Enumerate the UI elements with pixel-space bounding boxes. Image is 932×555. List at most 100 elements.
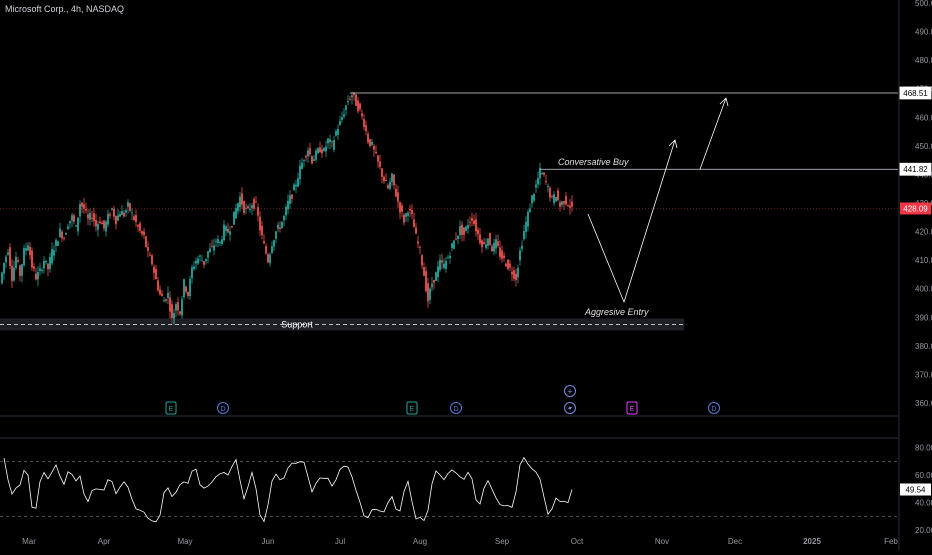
candle <box>265 246 267 254</box>
candle <box>399 202 401 213</box>
candle <box>215 240 217 242</box>
candle <box>211 246 213 247</box>
candle <box>521 245 523 250</box>
candle <box>453 240 455 249</box>
candle <box>411 209 413 214</box>
candle <box>197 258 199 264</box>
candle <box>151 255 153 265</box>
candle <box>139 223 141 231</box>
candle <box>471 218 473 221</box>
candle <box>351 95 353 98</box>
earnings-icon: E <box>406 401 418 415</box>
price-label-current-box <box>900 202 931 215</box>
price-tick-label: 500.00 <box>915 0 932 8</box>
candle <box>473 220 475 224</box>
time-tick-label: Nov <box>655 537 669 546</box>
earnings-icon: E <box>626 401 638 415</box>
candle <box>227 228 229 233</box>
candle <box>125 210 127 213</box>
candle <box>353 92 355 96</box>
candle <box>447 257 449 259</box>
candle <box>269 254 271 264</box>
candle <box>537 178 539 185</box>
event-label: E <box>169 406 174 413</box>
price-tick-label: 410.00 <box>915 256 932 265</box>
candle <box>73 215 75 222</box>
candle <box>499 247 501 257</box>
candle <box>185 286 187 292</box>
support-label: Support <box>281 319 313 329</box>
candle <box>503 255 505 258</box>
price-tick-label: 450.00 <box>915 142 932 151</box>
candle <box>519 250 521 261</box>
candle <box>225 226 227 231</box>
time-tick-label: Jun <box>262 537 275 546</box>
candle <box>169 297 171 312</box>
price-tick-label: 370.00 <box>915 370 932 379</box>
candle <box>555 197 557 202</box>
candle <box>69 220 71 224</box>
candle <box>557 190 559 200</box>
candle <box>483 242 485 245</box>
candle <box>373 146 375 150</box>
candle <box>159 289 161 295</box>
candle <box>167 292 169 298</box>
candle <box>147 246 149 251</box>
candle <box>9 247 11 266</box>
candle <box>217 239 219 243</box>
event-box <box>406 401 418 415</box>
candle <box>459 226 461 235</box>
candle <box>205 258 207 262</box>
candle <box>357 100 359 112</box>
candle <box>363 119 365 127</box>
candle <box>375 151 377 154</box>
candle <box>329 139 331 143</box>
candle <box>181 299 183 316</box>
candle <box>81 202 83 207</box>
time-tick-label: Oct <box>571 537 584 546</box>
candle <box>37 272 39 280</box>
candle <box>193 266 195 270</box>
candle <box>327 138 329 144</box>
candle <box>479 234 481 244</box>
candle <box>431 283 433 288</box>
candle <box>99 221 101 224</box>
candle <box>445 260 447 269</box>
rsi-tick-label: 60.00 <box>915 471 932 480</box>
candle <box>251 205 253 209</box>
price-label-468-box <box>899 86 932 100</box>
candle <box>529 208 531 213</box>
price-label-441: 441.82 <box>899 162 932 176</box>
rsi-current-label: 49.54 <box>905 486 926 495</box>
candle <box>437 266 439 278</box>
candle <box>207 251 209 258</box>
candle <box>559 202 561 207</box>
candle <box>175 304 177 311</box>
candle <box>553 194 555 204</box>
candle <box>141 231 143 234</box>
candle <box>259 216 261 231</box>
price-label-current-text: 428.09 <box>903 204 928 213</box>
time-tick-label: Dec <box>728 537 742 546</box>
event-label: D <box>220 406 225 413</box>
candle <box>209 248 211 253</box>
candle <box>31 250 33 268</box>
candle <box>179 311 181 314</box>
candle <box>279 227 281 229</box>
candle <box>261 225 263 236</box>
candle <box>317 148 319 154</box>
candle <box>189 278 191 297</box>
support-zone <box>0 318 684 331</box>
candle <box>93 213 95 222</box>
candle <box>571 201 573 207</box>
candle <box>305 155 307 158</box>
candle <box>319 147 321 153</box>
time-tick-label: 2025 <box>803 537 821 546</box>
candle <box>121 211 123 215</box>
candle <box>291 194 293 199</box>
candle <box>5 256 7 263</box>
candle <box>313 159 315 162</box>
candle <box>359 103 361 110</box>
